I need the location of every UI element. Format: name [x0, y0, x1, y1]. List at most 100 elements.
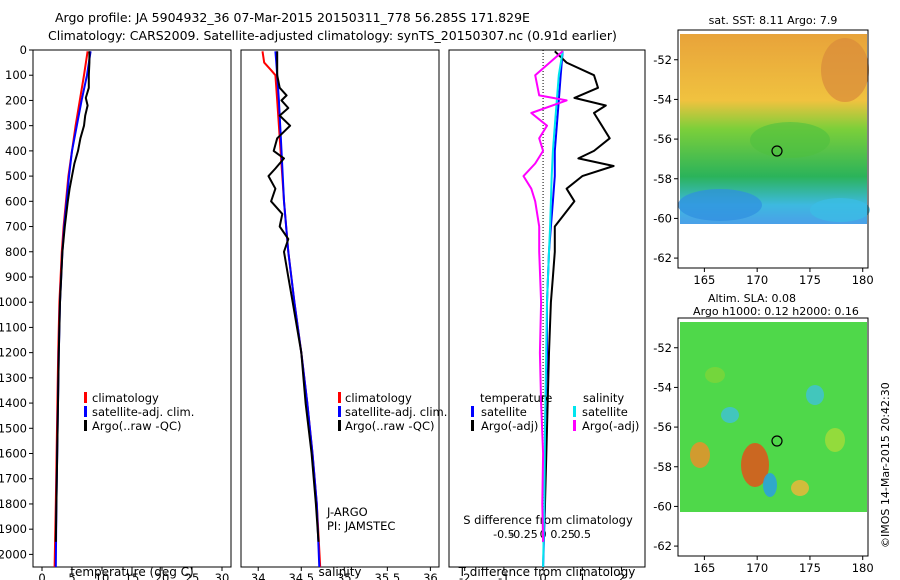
sst-map-axes: 165 170 175 180 -52 -54 -56 -58 -60 -62	[653, 53, 873, 287]
x-tick-label: 30	[215, 571, 230, 580]
sla-map-axes: 165 170 175 180 -52 -54 -56 -58 -60 -62	[653, 341, 873, 575]
series-line-satellite	[274, 51, 321, 567]
sla-anomaly-patch	[690, 442, 710, 468]
s-tick-label: -0.5	[493, 528, 514, 541]
legend-swatch-s-satellite	[573, 406, 576, 417]
difference-xlabel: T difference from climatology	[458, 565, 636, 579]
map-x-tick-label: 180	[852, 273, 874, 287]
x-tick-label: 34	[251, 571, 266, 580]
x-tick-label: 20	[155, 571, 170, 580]
legend-swatch-satellite	[338, 406, 341, 417]
map-x-tick-label: 180	[852, 561, 874, 575]
depth-tick-label: 2000	[0, 547, 27, 561]
series-line-sal_argo	[522, 50, 568, 542]
pi-annotation: PI: JAMSTEC	[327, 519, 395, 533]
legend-swatch-argo	[84, 420, 87, 431]
legend-header-salinity: salinity	[583, 391, 624, 405]
depth-tick-label: 300	[5, 119, 27, 133]
depth-tick-label: 100	[5, 68, 27, 82]
s-tick-label: 0.25	[550, 528, 575, 541]
x-tick-label: 35.5	[375, 571, 401, 580]
temperature-x-axis: 0 5 10 15 20 25 30	[38, 567, 229, 580]
depth-tick-label: 1800	[0, 497, 27, 511]
depth-tick-label: 1500	[0, 421, 27, 435]
depth-tick-label: 1900	[0, 522, 27, 536]
salinity-series	[261, 51, 322, 567]
map-x-tick-label: 175	[799, 561, 821, 575]
depth-axis: 0 100 200 300 400 500 600 700 800 900 1000 1100 1200…	[0, 43, 33, 561]
depth-tick-label: 500	[5, 169, 27, 183]
sla-anomaly-patch	[791, 480, 809, 496]
sst-cool-patch	[810, 198, 870, 222]
sla-map-title-2: Argo h1000: 0.12 h2000: 0.16	[693, 305, 859, 318]
sla-anomaly-patch	[763, 473, 777, 497]
s-tick-label: -0.25	[509, 528, 537, 541]
legend-header-temperature: temperature	[480, 391, 552, 405]
legend-swatch-argo	[338, 420, 341, 431]
series-line-argo	[542, 50, 615, 542]
sla-anomaly-patch	[806, 385, 824, 405]
argo-location-marker	[771, 435, 783, 447]
depth-tick-label: 600	[5, 194, 27, 208]
depth-tick-label: 0	[20, 43, 27, 57]
map-y-tick-label: -62	[653, 539, 672, 553]
sla-anomaly-patch	[721, 407, 739, 423]
x-tick-label: 1	[579, 571, 586, 580]
sst-map-title: sat. SST: 8.11 Argo: 7.9	[709, 14, 838, 27]
difference-xlabel-top: S difference from climatology	[463, 513, 633, 527]
sla-map-frame	[677, 317, 869, 557]
difference-legend: temperature salinity satellite Argo(-adj…	[471, 391, 639, 433]
series-line-climatology	[261, 51, 322, 567]
map-x-tick-label: 175	[799, 273, 821, 287]
depth-tick-label: 1300	[0, 371, 27, 385]
temperature-series	[53, 51, 92, 567]
depth-tick-label: 1000	[0, 295, 27, 309]
x-tick-label: 25	[185, 571, 200, 580]
depth-tick-label: 700	[5, 220, 27, 234]
map-x-tick-label: 170	[746, 561, 768, 575]
x-tick-label: 2	[618, 571, 625, 580]
map-y-tick-label: -58	[653, 172, 672, 186]
x-tick-label: 15	[125, 571, 140, 580]
argo-location-marker	[771, 145, 783, 157]
salinity-xlabel: salinity	[318, 565, 361, 579]
legend-label-climatology: climatology	[345, 391, 412, 405]
difference-panel-frame	[448, 49, 646, 568]
series-line-argo	[267, 51, 320, 542]
sst-cool-patch	[678, 189, 762, 221]
depth-tick-label: 1200	[0, 346, 27, 360]
map-y-tick-label: -58	[653, 460, 672, 474]
depth-tick-label: 400	[5, 144, 27, 158]
depth-tick-label: 1700	[0, 472, 27, 486]
legend-label-s-satellite: satellite	[582, 405, 628, 419]
map-y-tick-label: -54	[653, 380, 672, 394]
depth-tick-label: 1100	[0, 320, 27, 334]
series-line-satellite	[54, 51, 92, 567]
temperature-xlabel: temperature (deg C)	[70, 565, 193, 579]
title-line-2: Climatology: CARS2009. Satellite-adjuste…	[48, 28, 617, 43]
map-y-tick-label: -60	[653, 499, 672, 513]
x-tick-label: -2	[459, 571, 470, 580]
salinity-panel-frame	[240, 49, 440, 568]
depth-tick-label: 1400	[0, 396, 27, 410]
temperature-legend: climatology satellite-adj. clim. Argo(..…	[84, 391, 194, 433]
depth-tick-label: 800	[5, 245, 27, 259]
legend-label-t-satellite: satellite	[481, 405, 527, 419]
map-x-tick-label: 165	[693, 273, 715, 287]
x-tick-label: 36	[423, 571, 438, 580]
legend-label-t-argo: Argo(-adj)	[481, 419, 538, 433]
legend-label-climatology: climatology	[92, 391, 159, 405]
sla-anomaly-patches	[690, 367, 845, 497]
legend-swatch-t-satellite	[471, 406, 474, 417]
s-tick-label: 0.5	[574, 528, 592, 541]
title-line-1: Argo profile: JA 5904932_36 07-Mar-2015 …	[55, 10, 530, 25]
salinity-x-axis: 34 34.5 35 35.5 36	[251, 567, 438, 580]
map-y-tick-label: -60	[653, 211, 672, 225]
map-y-tick-label: -62	[653, 251, 672, 265]
sla-anomaly-patch	[741, 443, 769, 487]
legend-label-satellite: satellite-adj. clim.	[92, 405, 194, 419]
difference-series	[522, 50, 615, 567]
sla-map-title-1: Altim. SLA: 0.08	[708, 292, 796, 305]
